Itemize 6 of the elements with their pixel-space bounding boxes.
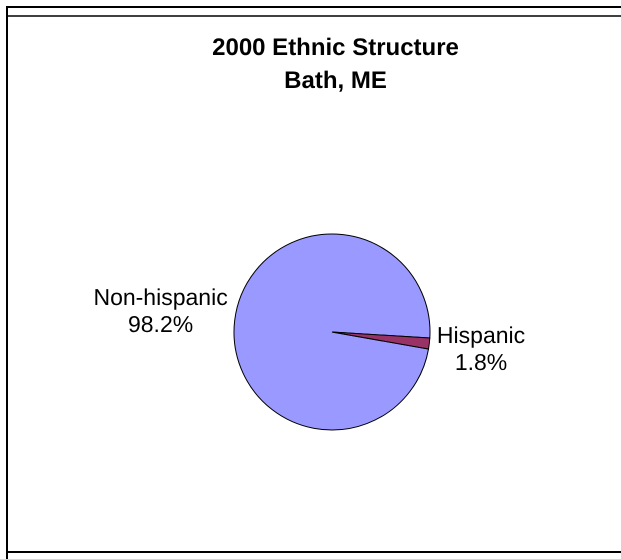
chart-title: 2000 Ethnic Structure [212, 34, 459, 61]
data-label: 1.8% [454, 349, 508, 376]
chart-subtitle: Bath, ME [284, 67, 387, 94]
data-label: 98.2% [128, 311, 194, 338]
slice-label: Non-hispanic [93, 284, 228, 310]
slice-label: Hispanic [436, 322, 526, 348]
